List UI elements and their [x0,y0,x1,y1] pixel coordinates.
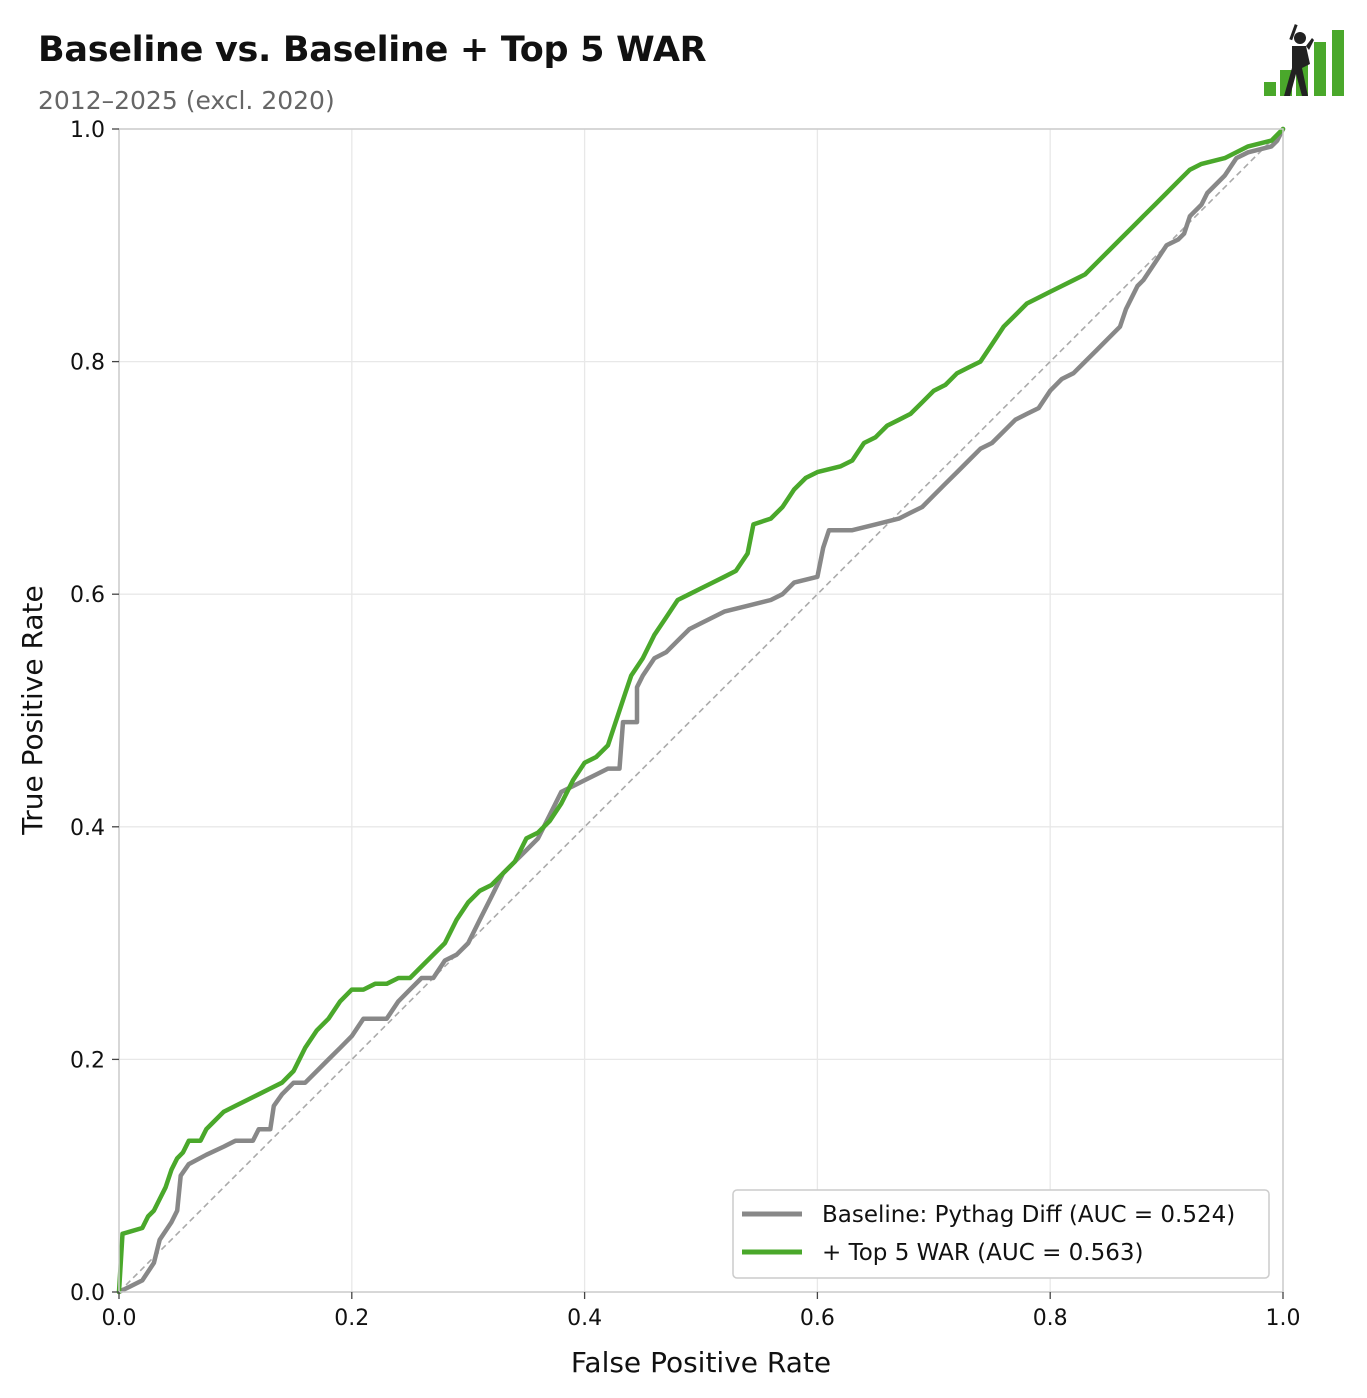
legend-label-baseline: Baseline: Pythag Diff (AUC = 0.524) [822,1202,1235,1228]
x-tick-label: 1.0 [1266,1306,1301,1331]
x-tick-label: 0.4 [567,1306,602,1331]
x-tick-label: 0.8 [1033,1306,1068,1331]
legend: Baseline: Pythag Diff (AUC = 0.524) + To… [732,1189,1270,1279]
x-tick-label: 0.6 [800,1306,835,1331]
x-tick-label: 0.0 [102,1306,137,1331]
legend-label-top5-war: + Top 5 WAR (AUC = 0.563) [822,1240,1143,1266]
x-axis-ticks: 0.0 0.2 0.4 0.6 0.8 1.0 [102,1292,1301,1331]
y-tick-label: 0.8 [70,351,105,376]
series-layer [116,126,1286,1295]
y-tick-label: 0.2 [70,1048,105,1073]
y-tick-label: 0.6 [70,583,105,608]
y-tick-label: 0.0 [70,1281,105,1306]
batter-bar-chart-logo-icon [1264,24,1344,96]
y-axis-ticks: 0.0 0.2 0.4 0.6 0.8 1.0 [70,118,119,1306]
x-tick-label: 0.2 [334,1306,369,1331]
top5-war-roc-line [116,126,1286,1295]
chart-subtitle: 2012–2025 (excl. 2020) [38,86,335,115]
chart-title: Baseline vs. Baseline + Top 5 WAR [38,30,707,70]
chance-diagonal-line [118,128,1284,1293]
y-tick-label: 1.0 [70,118,105,143]
baseline-roc-line [116,126,1286,1295]
plot-frame [118,128,1284,1293]
y-axis-label: True Positive Rate [16,585,49,835]
y-tick-label: 0.4 [70,816,105,841]
x-axis-label: False Positive Rate [571,1346,831,1379]
